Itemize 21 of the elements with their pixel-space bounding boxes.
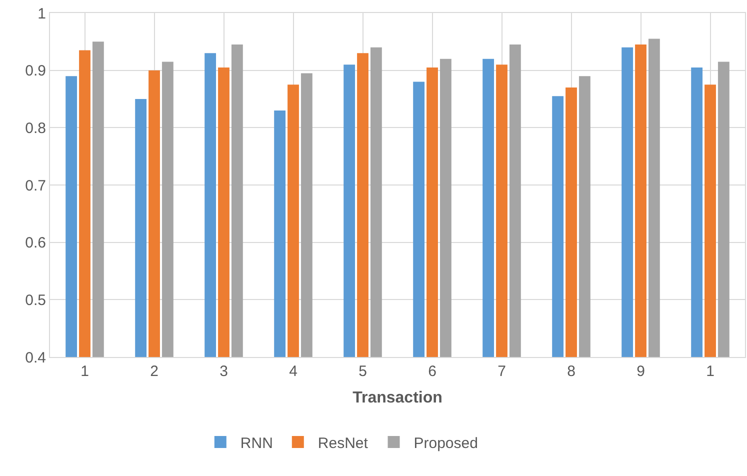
- x-axis-title: Transaction: [352, 390, 442, 407]
- y-tick-label: 0.9: [25, 62, 46, 80]
- x-tick-label: 7: [498, 363, 506, 380]
- y-tick-label: 0.7: [25, 177, 46, 194]
- y-tick-label: 0.6: [25, 234, 46, 252]
- x-tick-label: 5: [358, 363, 367, 380]
- x-tick-label: 4: [289, 363, 298, 380]
- legend-label: ResNet: [318, 434, 369, 452]
- x-tick-label: 9: [636, 363, 645, 380]
- y-tick-label: 0.4: [25, 349, 46, 366]
- y-tick-label: 0.8: [25, 120, 46, 137]
- x-tick-label: 3: [220, 363, 228, 380]
- x-tick-label: 1: [80, 363, 89, 380]
- x-tick-label: 2: [150, 363, 158, 380]
- x-tick-label: 6: [428, 363, 436, 380]
- x-tick-label: 1: [706, 363, 714, 380]
- y-tick-label: 1: [38, 5, 46, 22]
- x-tick-label: 8: [567, 363, 576, 380]
- y-tick-label: 0.5: [25, 292, 46, 309]
- legend-label: Proposed: [414, 434, 478, 452]
- legend-label: RNN: [240, 434, 273, 452]
